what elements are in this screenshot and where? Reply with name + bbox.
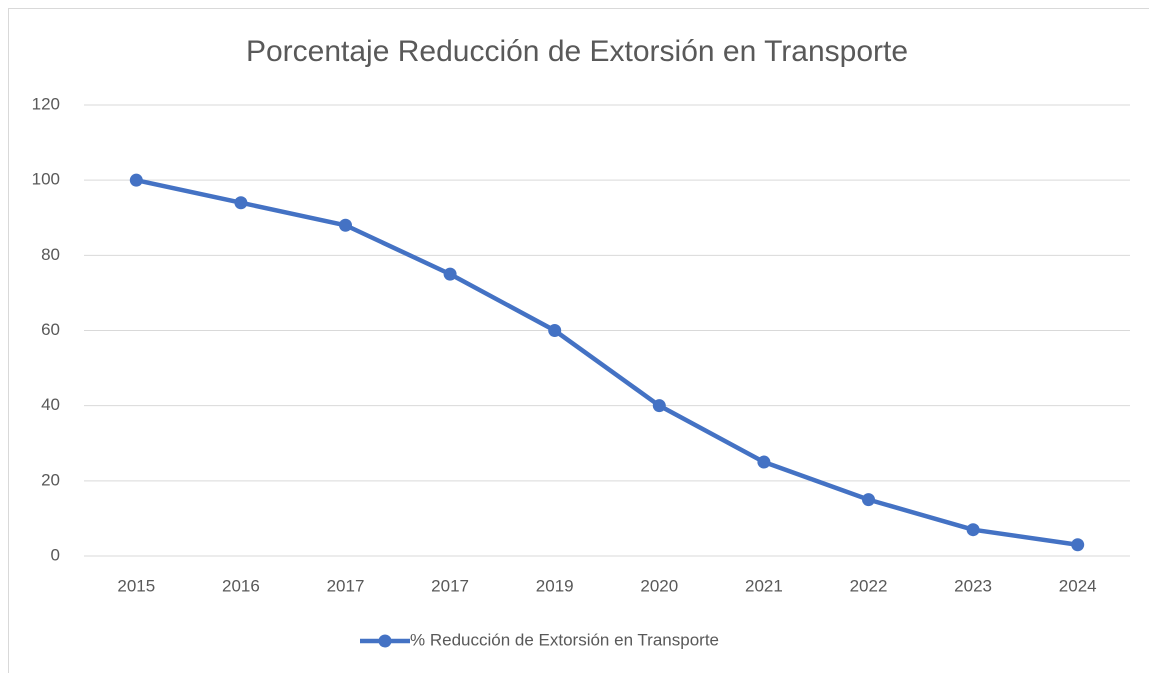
y-tick-label: 100	[32, 170, 60, 189]
y-tick-label: 0	[51, 545, 60, 564]
data-point	[966, 523, 980, 537]
y-tick-label: 60	[41, 320, 60, 339]
data-point	[757, 455, 771, 469]
data-point	[443, 267, 457, 281]
data-point	[339, 218, 352, 232]
x-tick-label: 2023	[954, 576, 992, 595]
chart-border	[8, 8, 1149, 673]
legend-label: % Reducción de Extorsión en Transporte	[410, 630, 719, 649]
data-point	[234, 196, 248, 210]
y-tick-label: 80	[41, 245, 60, 264]
x-tick-label: 2017	[431, 576, 469, 595]
data-point	[129, 173, 143, 187]
y-tick-label: 20	[41, 470, 60, 489]
x-tick-label: 2020	[640, 576, 678, 595]
x-tick-label: 2022	[850, 576, 888, 595]
data-point	[652, 399, 666, 413]
x-tick-label: 2021	[745, 576, 783, 595]
x-tick-label: 2024	[1059, 576, 1097, 595]
data-point	[1071, 538, 1085, 552]
data-line	[135, 177, 1079, 547]
x-tick-label: 2017	[327, 576, 365, 595]
x-tick-label: 2016	[222, 576, 260, 595]
chart-title: Porcentaje Reducción de Extorsión en Tra…	[246, 35, 908, 68]
y-tick-label: 40	[41, 395, 60, 414]
x-tick-label: 2019	[536, 576, 574, 595]
data-point	[548, 324, 562, 337]
data-point	[862, 493, 875, 507]
x-tick-label: 2015	[117, 576, 155, 595]
legend-marker	[378, 634, 392, 648]
y-tick-label: 120	[32, 94, 60, 113]
